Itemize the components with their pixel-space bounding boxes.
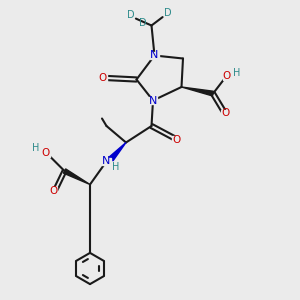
Text: O: O bbox=[49, 186, 57, 196]
Text: H: H bbox=[112, 162, 120, 172]
Bar bbox=[149, 97, 157, 104]
Text: O: O bbox=[223, 71, 231, 81]
Bar bbox=[223, 73, 231, 80]
Polygon shape bbox=[182, 87, 214, 96]
Text: N: N bbox=[149, 95, 157, 106]
Text: O: O bbox=[221, 108, 229, 118]
Bar bbox=[49, 187, 57, 195]
Polygon shape bbox=[63, 169, 90, 184]
Text: N: N bbox=[150, 50, 159, 61]
Bar bbox=[150, 52, 159, 59]
Polygon shape bbox=[109, 142, 126, 161]
Bar bbox=[221, 110, 229, 117]
Text: O: O bbox=[172, 135, 181, 145]
Text: O: O bbox=[99, 73, 107, 83]
Bar bbox=[102, 158, 111, 165]
Bar bbox=[41, 149, 50, 157]
Text: H: H bbox=[233, 68, 240, 78]
Text: D: D bbox=[127, 10, 134, 20]
Text: D: D bbox=[164, 8, 172, 19]
Bar bbox=[172, 136, 181, 144]
Text: H: H bbox=[32, 143, 39, 153]
Text: N: N bbox=[102, 156, 111, 167]
Text: O: O bbox=[41, 148, 50, 158]
Bar bbox=[99, 74, 107, 82]
Text: D: D bbox=[139, 17, 146, 28]
